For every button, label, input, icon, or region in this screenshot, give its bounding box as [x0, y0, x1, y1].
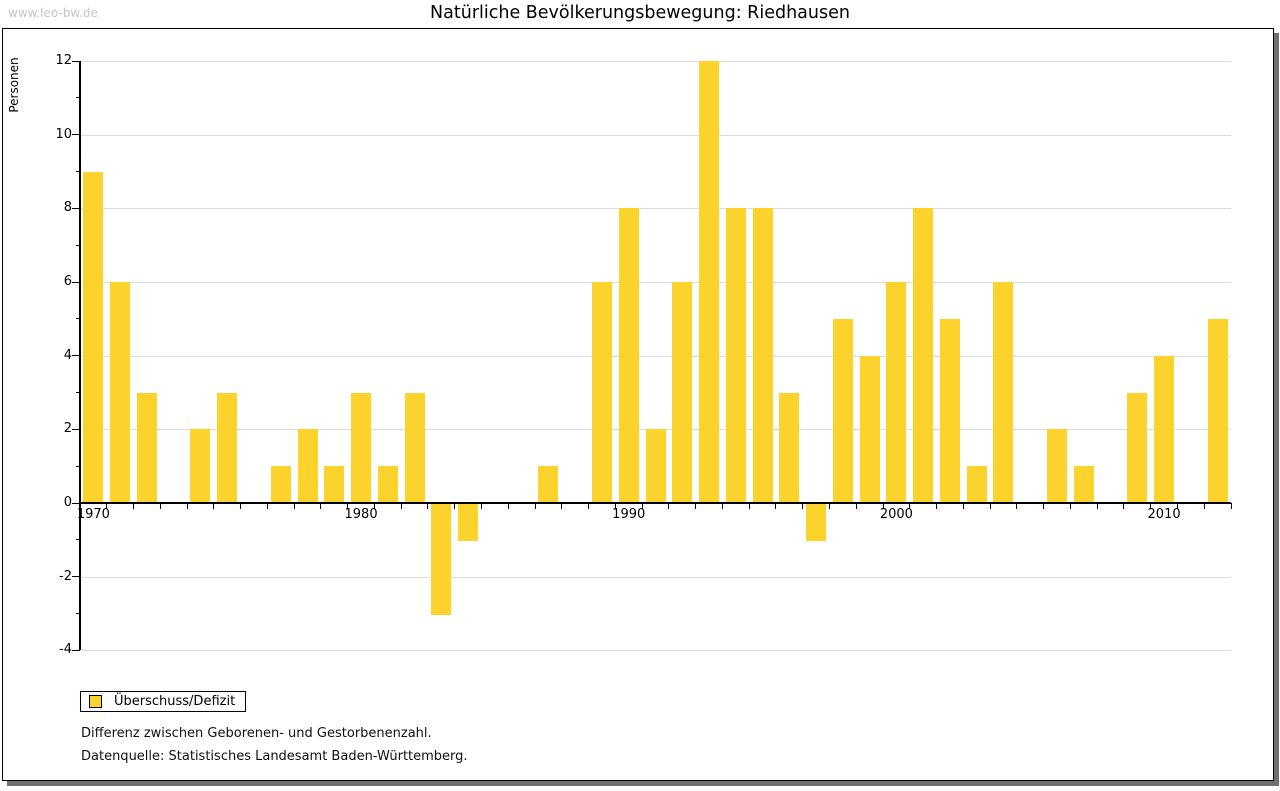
legend: Überschuss/Defizit [80, 691, 246, 712]
y-axis-title: Personen [7, 57, 21, 113]
chart-frame [2, 28, 1274, 781]
footnote-source: Datenquelle: Statistisches Landesamt Bad… [81, 749, 468, 764]
watermark: www.leo-bw.de [8, 6, 98, 20]
chart-title: Natürliche Bevölkerungsbewegung: Riedhau… [430, 3, 850, 23]
legend-label: Überschuss/Defizit [114, 694, 236, 709]
footnote-definition: Differenz zwischen Geborenen- und Gestor… [81, 726, 432, 741]
legend-swatch-icon [89, 695, 102, 708]
